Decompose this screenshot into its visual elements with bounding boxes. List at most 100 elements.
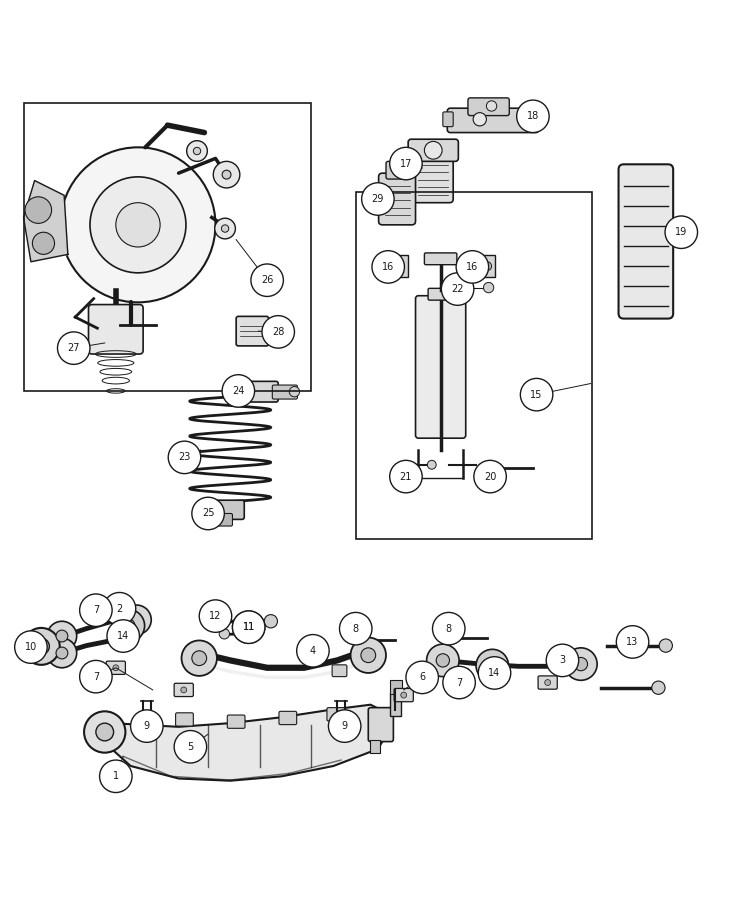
FancyBboxPatch shape (176, 713, 193, 726)
Text: 26: 26 (261, 275, 273, 285)
FancyBboxPatch shape (619, 165, 673, 319)
Text: 29: 29 (372, 194, 384, 204)
Circle shape (219, 628, 230, 639)
Text: 15: 15 (531, 390, 543, 400)
Circle shape (233, 611, 265, 644)
Text: 12: 12 (209, 611, 222, 621)
Text: 2: 2 (116, 604, 122, 614)
FancyBboxPatch shape (391, 693, 401, 716)
Circle shape (401, 692, 407, 698)
Circle shape (182, 641, 217, 676)
FancyBboxPatch shape (390, 680, 402, 695)
Circle shape (476, 649, 508, 682)
Circle shape (79, 594, 112, 626)
FancyBboxPatch shape (428, 288, 453, 300)
Text: 23: 23 (179, 453, 190, 463)
Circle shape (215, 218, 236, 238)
Circle shape (362, 183, 394, 215)
Circle shape (425, 141, 442, 159)
Circle shape (113, 665, 119, 670)
FancyBboxPatch shape (88, 304, 143, 354)
Circle shape (222, 170, 231, 179)
Text: 8: 8 (445, 624, 452, 634)
Circle shape (56, 630, 68, 642)
Text: 17: 17 (399, 158, 412, 168)
Circle shape (56, 647, 68, 659)
Text: 16: 16 (466, 262, 479, 272)
Circle shape (213, 161, 240, 188)
Circle shape (262, 316, 294, 348)
Circle shape (617, 626, 649, 658)
Circle shape (361, 648, 376, 662)
Circle shape (406, 662, 439, 694)
Circle shape (442, 273, 473, 305)
Text: 28: 28 (272, 327, 285, 337)
Text: 1: 1 (113, 771, 119, 781)
Circle shape (478, 657, 511, 689)
Circle shape (289, 386, 299, 397)
FancyBboxPatch shape (199, 500, 245, 519)
FancyBboxPatch shape (408, 140, 459, 161)
FancyBboxPatch shape (448, 108, 539, 132)
FancyBboxPatch shape (538, 676, 557, 689)
Text: 8: 8 (353, 624, 359, 634)
Circle shape (222, 374, 255, 407)
Circle shape (436, 653, 450, 667)
Circle shape (168, 441, 201, 473)
Circle shape (187, 140, 207, 161)
Circle shape (25, 197, 52, 223)
FancyBboxPatch shape (450, 669, 469, 682)
FancyBboxPatch shape (368, 707, 393, 742)
Circle shape (473, 112, 486, 126)
Text: 14: 14 (117, 631, 130, 641)
Circle shape (427, 644, 459, 677)
Circle shape (96, 723, 113, 741)
Circle shape (483, 283, 494, 293)
Text: 6: 6 (419, 672, 425, 682)
Circle shape (486, 101, 496, 112)
Circle shape (482, 262, 491, 271)
Circle shape (233, 611, 265, 644)
Text: 5: 5 (187, 742, 193, 751)
Text: 7: 7 (93, 605, 99, 616)
FancyBboxPatch shape (370, 740, 380, 753)
Polygon shape (101, 705, 389, 780)
Circle shape (456, 251, 488, 284)
Circle shape (396, 262, 405, 271)
Circle shape (47, 621, 76, 651)
Text: 9: 9 (342, 721, 348, 731)
Circle shape (652, 681, 665, 695)
FancyBboxPatch shape (279, 711, 296, 724)
Text: 16: 16 (382, 262, 394, 272)
Circle shape (33, 638, 50, 654)
Text: 4: 4 (310, 646, 316, 656)
Circle shape (130, 614, 142, 626)
Polygon shape (24, 181, 68, 262)
Circle shape (251, 264, 283, 296)
FancyBboxPatch shape (174, 683, 193, 697)
Circle shape (480, 462, 494, 475)
Circle shape (199, 600, 232, 633)
FancyBboxPatch shape (272, 385, 297, 399)
FancyBboxPatch shape (227, 715, 245, 728)
Circle shape (84, 711, 125, 752)
FancyBboxPatch shape (106, 662, 125, 674)
Circle shape (33, 232, 55, 255)
Circle shape (433, 612, 465, 645)
Circle shape (79, 661, 112, 693)
Circle shape (328, 710, 361, 742)
Circle shape (107, 620, 139, 652)
FancyBboxPatch shape (106, 606, 125, 619)
Circle shape (130, 710, 163, 742)
Circle shape (296, 634, 329, 667)
Circle shape (61, 148, 216, 302)
FancyBboxPatch shape (353, 634, 362, 645)
Circle shape (350, 637, 386, 673)
Circle shape (174, 731, 207, 763)
Circle shape (192, 651, 207, 666)
Circle shape (15, 631, 47, 663)
Circle shape (122, 619, 135, 633)
Circle shape (443, 666, 475, 698)
FancyBboxPatch shape (394, 688, 413, 702)
FancyBboxPatch shape (327, 707, 345, 721)
